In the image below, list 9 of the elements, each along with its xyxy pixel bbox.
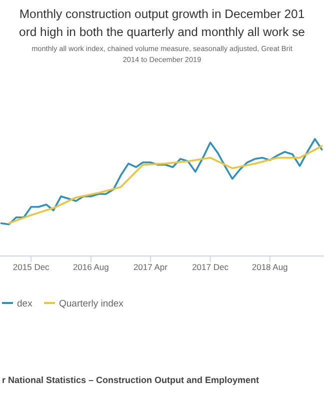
x-tick-label: 2017 Apr: [133, 262, 168, 272]
legend-label: dex: [17, 298, 33, 310]
x-tick-label: 2015 Dec: [12, 262, 50, 272]
chart-title: Monthly construction output growth in December 201 ord high in both the quarterly and monthly all work se: [19, 7, 306, 39]
legend-label: Quarterly index: [59, 298, 124, 310]
x-tick-label: 2016 Aug: [72, 262, 110, 272]
text: r National Statistics – Construction Output and Employment: [2, 375, 260, 385]
x-tick-label: 2017 Dec: [192, 262, 230, 272]
x-tick-label: 2018 Aug: [252, 262, 288, 272]
